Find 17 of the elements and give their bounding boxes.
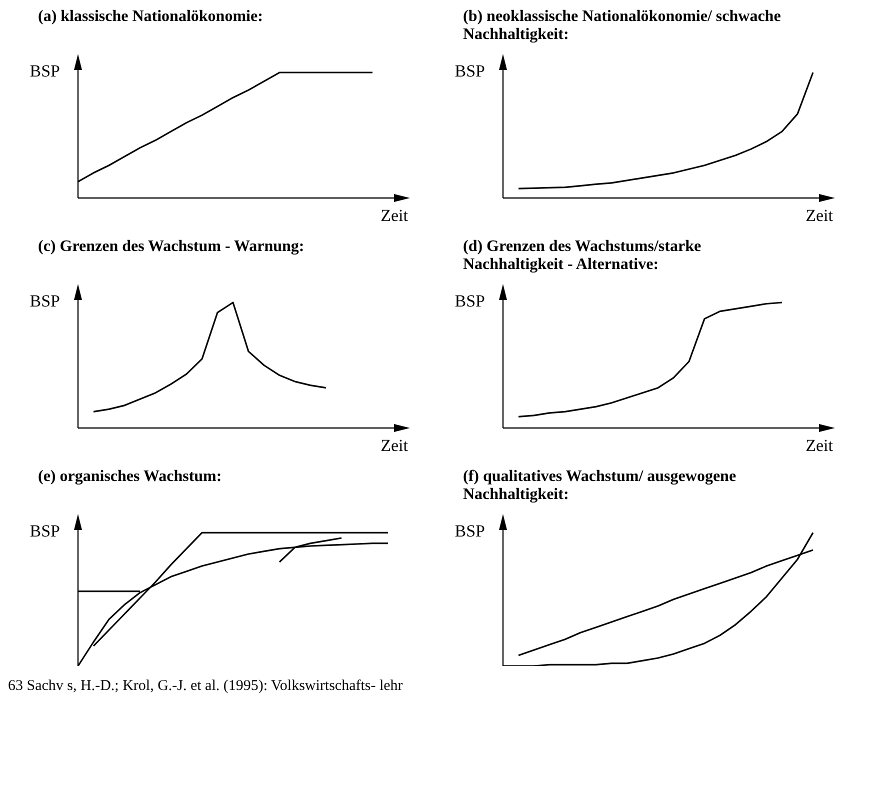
x-axis-title: Zeit xyxy=(380,206,408,225)
y-axis-title: BSP xyxy=(30,61,60,80)
chart-title: (b) neoklassische Nationalökonomie/ schwache Nachhaltigkeit: xyxy=(462,8,782,45)
x-axis-title: Zeit xyxy=(806,436,834,455)
y-axis-title: BSP xyxy=(454,521,485,540)
x-axis-title: Zeit xyxy=(380,436,408,455)
x-axis-title: Zeit xyxy=(806,206,834,225)
text: 63 Sachv s, H.-D.; Krol, G.-J. et al. (1995): Volkswirtschafts- lehr xyxy=(8,678,403,694)
y-axis-title: BSP xyxy=(454,61,485,80)
chart-title: (a) klassische Nationalökonomie: xyxy=(37,8,264,27)
y-axis-title: BSP xyxy=(30,521,60,540)
chart-title: (c) Grenzen des Wachstum - Warnung: xyxy=(37,238,306,257)
chart-title: (d) Grenzen des Wachstums/starke Nachhaltigkeit - Alternative: xyxy=(462,238,702,275)
chart-title: (f) qualitatives Wachstum/ ausgewogene Nachhaltigkeit: xyxy=(462,468,738,505)
y-axis-title: BSP xyxy=(454,291,485,310)
chart-title: (e) organisches Wachstum: xyxy=(37,468,223,487)
y-axis-title: BSP xyxy=(30,291,60,310)
